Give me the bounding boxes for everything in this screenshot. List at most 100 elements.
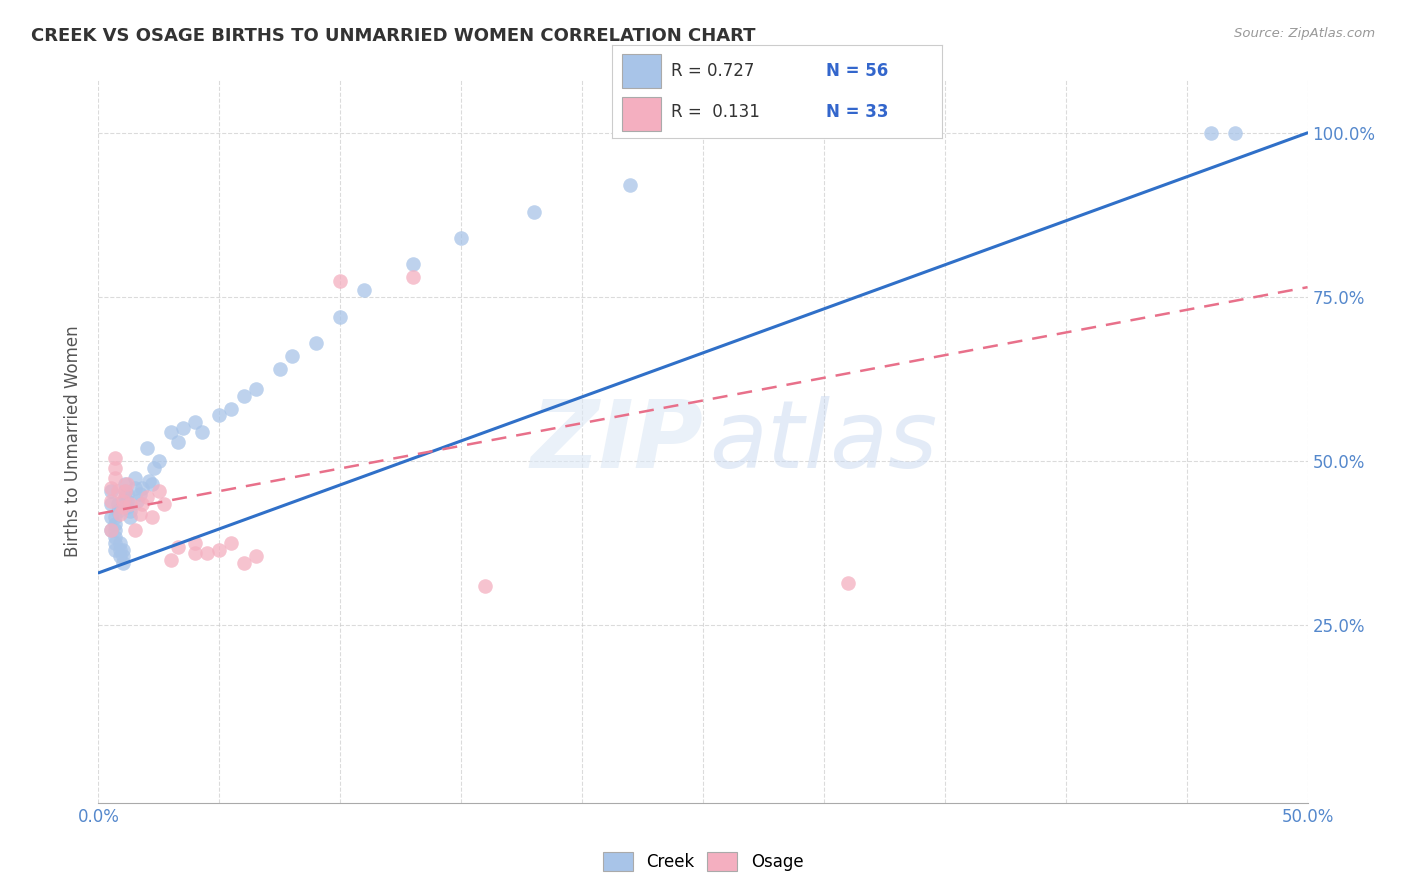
Point bbox=[208, 409, 231, 423]
Point bbox=[107, 497, 129, 511]
Point bbox=[104, 460, 127, 475]
Point bbox=[104, 471, 127, 485]
Point bbox=[114, 483, 136, 498]
Point bbox=[353, 284, 375, 298]
Point bbox=[474, 579, 496, 593]
Point bbox=[245, 549, 267, 564]
FancyBboxPatch shape bbox=[621, 97, 661, 131]
Point bbox=[111, 493, 134, 508]
Point bbox=[184, 546, 207, 560]
Point bbox=[111, 549, 134, 564]
Point bbox=[167, 540, 190, 554]
Point bbox=[208, 542, 231, 557]
Point bbox=[100, 510, 122, 524]
Point bbox=[131, 481, 153, 495]
Point bbox=[118, 503, 141, 517]
Point bbox=[523, 204, 546, 219]
Point bbox=[1199, 126, 1222, 140]
Point bbox=[135, 491, 157, 505]
Point bbox=[117, 487, 139, 501]
Point bbox=[124, 471, 146, 485]
Point bbox=[329, 274, 352, 288]
Text: Source: ZipAtlas.com: Source: ZipAtlas.com bbox=[1234, 27, 1375, 40]
Point bbox=[221, 401, 243, 416]
Text: R = 0.727: R = 0.727 bbox=[671, 62, 755, 79]
Y-axis label: Births to Unmarried Women: Births to Unmarried Women bbox=[65, 326, 83, 558]
Point bbox=[232, 556, 254, 570]
Point bbox=[269, 362, 291, 376]
Point bbox=[100, 523, 122, 537]
Point bbox=[221, 536, 243, 550]
Point bbox=[245, 382, 267, 396]
Point bbox=[124, 481, 146, 495]
Point bbox=[402, 270, 425, 285]
Point bbox=[191, 425, 214, 439]
Point bbox=[128, 487, 150, 501]
Point bbox=[107, 483, 129, 498]
Point bbox=[118, 497, 141, 511]
Point bbox=[118, 510, 141, 524]
Point bbox=[114, 491, 136, 505]
Point bbox=[402, 257, 425, 271]
Text: N = 56: N = 56 bbox=[827, 62, 889, 79]
Point bbox=[152, 497, 174, 511]
Point bbox=[329, 310, 352, 324]
Text: N = 33: N = 33 bbox=[827, 103, 889, 121]
Point bbox=[114, 477, 136, 491]
Point bbox=[108, 549, 131, 564]
Point bbox=[117, 493, 139, 508]
Point bbox=[1223, 126, 1246, 140]
Legend: Creek, Osage: Creek, Osage bbox=[595, 843, 811, 880]
Point bbox=[135, 441, 157, 455]
Point bbox=[104, 510, 127, 524]
Point bbox=[281, 349, 304, 363]
Point bbox=[837, 575, 859, 590]
Point bbox=[148, 483, 170, 498]
Point bbox=[131, 497, 153, 511]
FancyBboxPatch shape bbox=[621, 54, 661, 87]
Point bbox=[127, 493, 149, 508]
Point bbox=[141, 477, 163, 491]
Point bbox=[124, 523, 146, 537]
Point bbox=[619, 178, 641, 193]
Point bbox=[143, 460, 166, 475]
Point bbox=[104, 542, 127, 557]
Point bbox=[104, 450, 127, 465]
Text: CREEK VS OSAGE BIRTHS TO UNMARRIED WOMEN CORRELATION CHART: CREEK VS OSAGE BIRTHS TO UNMARRIED WOMEN… bbox=[31, 27, 755, 45]
Point bbox=[104, 516, 127, 531]
Point bbox=[117, 500, 139, 515]
Point bbox=[100, 523, 122, 537]
Point bbox=[160, 425, 183, 439]
Point bbox=[117, 477, 139, 491]
Point bbox=[100, 483, 122, 498]
Point bbox=[104, 536, 127, 550]
Point bbox=[111, 556, 134, 570]
Point bbox=[160, 553, 183, 567]
Point bbox=[128, 507, 150, 521]
Point bbox=[104, 530, 127, 544]
Point bbox=[111, 542, 134, 557]
Point bbox=[111, 500, 134, 515]
Point bbox=[100, 481, 122, 495]
Point bbox=[184, 415, 207, 429]
Point bbox=[108, 542, 131, 557]
Point bbox=[114, 483, 136, 498]
Point bbox=[100, 497, 122, 511]
Text: atlas: atlas bbox=[709, 396, 938, 487]
Point bbox=[141, 510, 163, 524]
Point bbox=[184, 536, 207, 550]
Point bbox=[195, 546, 218, 560]
Point bbox=[305, 336, 328, 351]
Point bbox=[108, 536, 131, 550]
Text: R =  0.131: R = 0.131 bbox=[671, 103, 761, 121]
Point bbox=[107, 503, 129, 517]
Text: ZIP: ZIP bbox=[530, 395, 703, 488]
Point bbox=[100, 493, 122, 508]
Point bbox=[450, 231, 472, 245]
Point bbox=[138, 474, 160, 488]
Point bbox=[167, 434, 190, 449]
Point bbox=[108, 507, 131, 521]
Point bbox=[148, 454, 170, 468]
Point bbox=[172, 421, 194, 435]
Point bbox=[104, 523, 127, 537]
